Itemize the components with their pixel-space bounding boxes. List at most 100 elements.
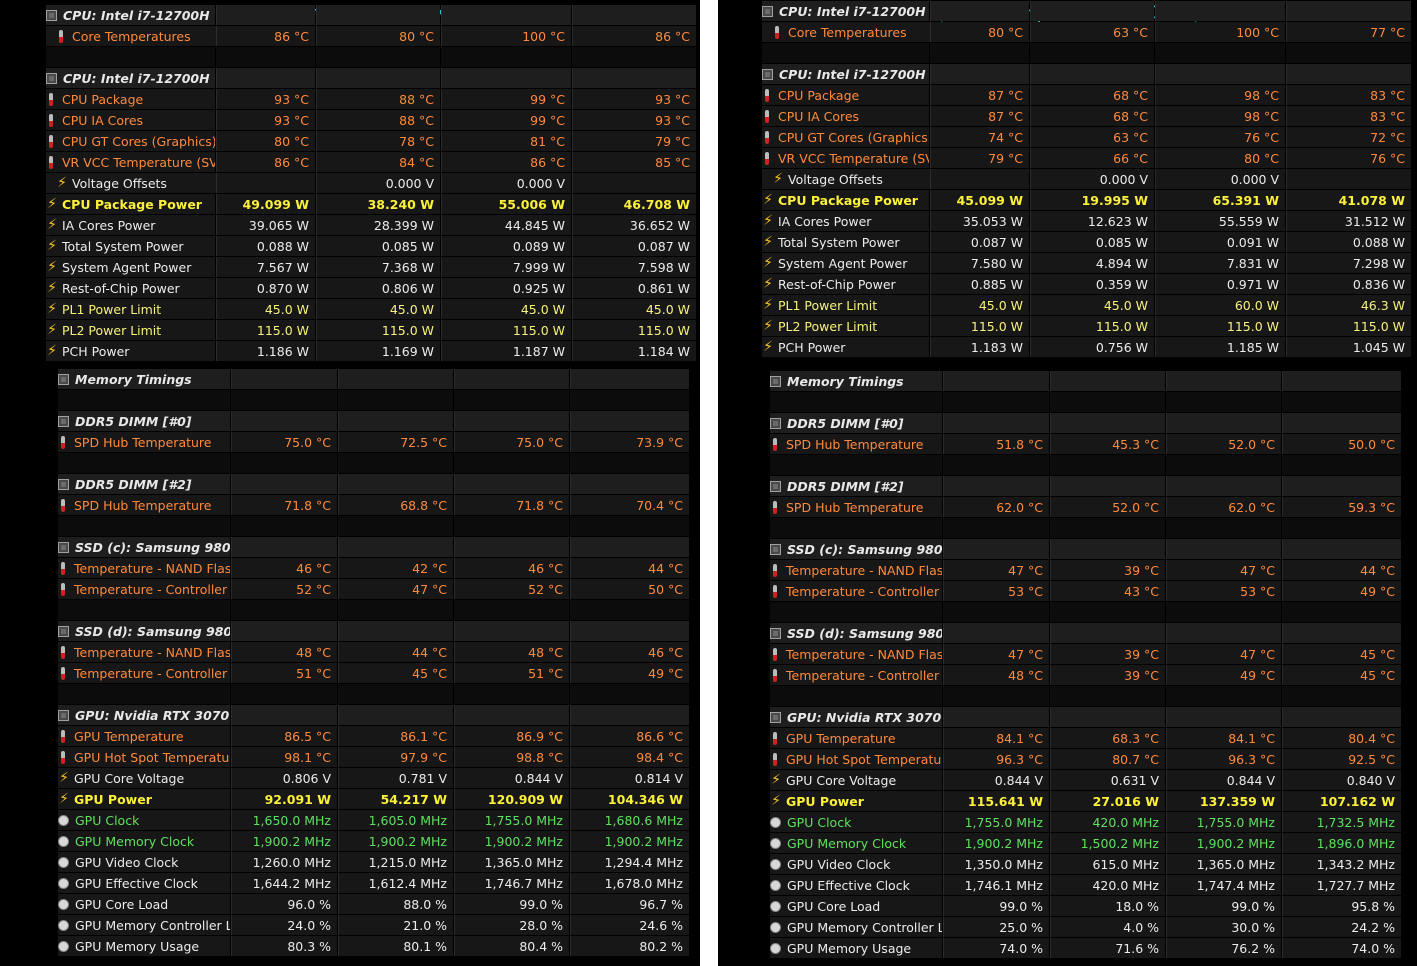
max-value: 86 °C bbox=[441, 152, 571, 172]
current-value bbox=[943, 539, 1049, 559]
thermometer-icon bbox=[773, 669, 777, 682]
spacer-cell bbox=[231, 600, 337, 620]
spacer-cell bbox=[58, 516, 230, 536]
max-value bbox=[1166, 623, 1281, 643]
spacer-cell bbox=[943, 392, 1049, 412]
group-title: SSD (d): Samsung 980 Pro bbox=[787, 626, 942, 641]
clock-icon bbox=[770, 817, 781, 828]
current-value: 87 °C bbox=[930, 106, 1029, 126]
average-value: 0.814 V bbox=[570, 768, 689, 788]
spacer-cell bbox=[1166, 392, 1281, 412]
spacer-cell bbox=[770, 602, 942, 622]
average-value bbox=[570, 537, 689, 557]
sensor-label-cell: GPU Memory Clock bbox=[770, 833, 942, 853]
average-value: 86.6 °C bbox=[570, 726, 689, 746]
min-value: 420.0 MHz bbox=[1050, 812, 1165, 832]
sensor-name: GPU Clock bbox=[75, 813, 140, 828]
max-value: 1,755.0 MHz bbox=[454, 810, 569, 830]
sensor-label-cell: Temperature - Controller bbox=[770, 665, 942, 685]
sensor-name: GPU Core Voltage bbox=[786, 773, 897, 788]
spacer-cell bbox=[943, 686, 1049, 706]
average-value: 93 °C bbox=[572, 89, 696, 109]
max-value: 1,747.4 MHz bbox=[1166, 875, 1281, 895]
current-value: 45.099 W bbox=[930, 190, 1029, 210]
sensor-name: GPU Memory Usage bbox=[787, 941, 912, 956]
max-value: 71.8 °C bbox=[454, 495, 569, 515]
sensor-label-cell: ⚡ Rest-of-Chip Power bbox=[46, 278, 215, 298]
thermometer-icon bbox=[61, 646, 65, 659]
chip-icon bbox=[58, 374, 69, 385]
sensor-name: Temperature - Controller bbox=[786, 584, 940, 599]
average-value: 45.0 W bbox=[572, 299, 696, 319]
average-value bbox=[1282, 623, 1401, 643]
min-value: 18.0 % bbox=[1050, 896, 1165, 916]
sensor-name: IA Cores Power bbox=[62, 218, 156, 233]
current-value: 0.806 V bbox=[231, 768, 337, 788]
sensor-label-cell: GPU Memory Clock bbox=[58, 831, 230, 851]
sensor-label-cell: ›⚡Voltage Offsets bbox=[46, 173, 225, 193]
max-value: 99.0 % bbox=[1166, 896, 1281, 916]
clock-icon bbox=[58, 878, 69, 889]
average-value bbox=[572, 5, 696, 25]
average-value bbox=[570, 474, 689, 494]
sensor-name: Temperature - NAND Flash bbox=[786, 563, 942, 578]
chip-icon bbox=[46, 73, 57, 84]
sensor-label-cell: ⚡ GPU Core Voltage bbox=[770, 770, 942, 790]
sensor-name: System Agent Power bbox=[62, 260, 192, 275]
sensor-label-cell: CPU Package bbox=[46, 89, 215, 109]
lightning-icon: ⚡ bbox=[771, 793, 781, 809]
sensor-label-cell: ⌄CPU: Intel i7-12700H bbox=[762, 1, 929, 21]
sensor-label-cell: ⌄DDR5 DIMM [#0] bbox=[770, 413, 942, 433]
sensor-name: GPU Memory Clock bbox=[75, 834, 195, 849]
lightning-icon: ⚡ bbox=[773, 171, 783, 187]
current-value bbox=[216, 173, 315, 193]
max-value: 86.9 °C bbox=[454, 726, 569, 746]
max-value bbox=[454, 621, 569, 641]
current-value: 115.0 W bbox=[930, 316, 1029, 336]
min-value: 45.0 W bbox=[1030, 295, 1154, 315]
average-value: 31.512 W bbox=[1286, 211, 1411, 231]
current-value: 98.1 °C bbox=[231, 747, 337, 767]
sensor-label-cell: ⚡ PCH Power bbox=[46, 341, 215, 361]
average-value: 93 °C bbox=[572, 110, 696, 130]
sensor-name: GPU Memory Clock bbox=[787, 836, 907, 851]
current-value: 115.0 W bbox=[216, 320, 315, 340]
min-value: 80 °C bbox=[316, 26, 440, 46]
chip-icon bbox=[770, 628, 781, 639]
sensor-label-cell: CPU GT Cores (Graphics) bbox=[46, 131, 215, 151]
current-value bbox=[930, 169, 1029, 189]
sensor-name: GPU Effective Clock bbox=[787, 878, 910, 893]
max-value: 99 °C bbox=[441, 89, 571, 109]
sensor-name: Core Temperatures bbox=[72, 29, 191, 44]
min-value: 68 °C bbox=[1030, 85, 1154, 105]
min-value: 43 °C bbox=[1050, 581, 1165, 601]
max-value bbox=[1166, 371, 1281, 391]
average-value bbox=[570, 621, 689, 641]
sensor-name: Voltage Offsets bbox=[788, 172, 883, 187]
sensor-label-cell: ⚡ IA Cores Power bbox=[762, 211, 929, 231]
sensor-name: CPU Package bbox=[62, 92, 144, 107]
sensor-label-cell: GPU Clock bbox=[58, 810, 230, 830]
spacer-cell bbox=[231, 684, 337, 704]
chip-icon bbox=[770, 376, 781, 387]
current-value: 45.0 W bbox=[930, 295, 1029, 315]
group-title: CPU: Intel i7-12700H bbox=[63, 8, 210, 23]
spacer-cell bbox=[762, 43, 929, 63]
current-value: 86 °C bbox=[216, 26, 315, 46]
min-value: 0.085 W bbox=[1030, 232, 1154, 252]
min-value bbox=[1030, 1, 1154, 21]
group-title: Memory Timings bbox=[787, 374, 904, 389]
spacer-cell bbox=[1166, 518, 1281, 538]
spacer-cell bbox=[46, 47, 215, 67]
spacer-cell bbox=[454, 600, 569, 620]
sensor-name: Rest-of-Chip Power bbox=[62, 281, 180, 296]
sensor-label-cell: ⚡ System Agent Power bbox=[46, 257, 215, 277]
spacer-cell bbox=[1050, 518, 1165, 538]
sensor-label-cell: CPU IA Cores bbox=[46, 110, 215, 130]
spacer-cell bbox=[216, 47, 315, 67]
max-value: 1.187 W bbox=[441, 341, 571, 361]
current-value: 80 °C bbox=[216, 131, 315, 151]
current-value bbox=[930, 64, 1029, 84]
average-value: 7.598 W bbox=[572, 257, 696, 277]
sensor-name: PCH Power bbox=[778, 340, 846, 355]
